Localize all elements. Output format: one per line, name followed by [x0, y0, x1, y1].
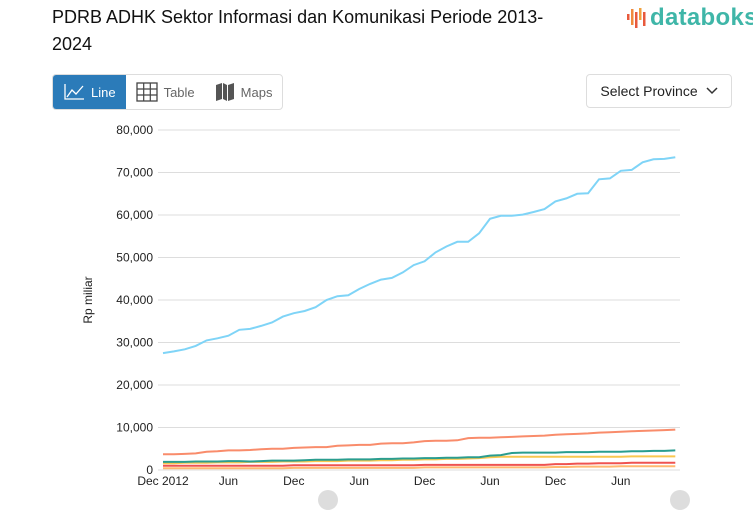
scroll-left-handle[interactable] [318, 490, 338, 510]
y-tick-label: 10,000 [116, 421, 153, 435]
table-icon [135, 82, 158, 102]
databoks-logo-icon [627, 8, 646, 28]
x-tick-label: Dec [414, 474, 435, 488]
series-line-2[interactable] [163, 449, 676, 463]
tab-table[interactable]: Table [126, 75, 205, 109]
view-tabs: Line Table Maps [52, 74, 284, 110]
chart-title: PDRB ADHK Sektor Informasi dan Komunikas… [52, 7, 544, 54]
y-tick-label: 80,000 [116, 123, 153, 137]
series-line-4[interactable] [163, 461, 676, 467]
x-tick-label: Dec 2012 [137, 474, 189, 488]
y-tick-label: 40,000 [116, 293, 153, 307]
x-tick-label: Dec [283, 474, 304, 488]
x-tick-label: Jun [480, 474, 499, 488]
x-tick-label: Dec [545, 474, 566, 488]
y-tick-label: 70,000 [116, 166, 153, 180]
scroll-right-handle[interactable] [670, 490, 690, 510]
series-line-0[interactable] [162, 156, 676, 355]
tab-maps[interactable]: Maps [205, 75, 283, 109]
y-tick-label: 20,000 [116, 378, 153, 392]
chevron-down-icon [706, 87, 718, 95]
x-tick-label: Jun [219, 474, 238, 488]
series-line-5[interactable] [163, 465, 676, 470]
y-tick-label: 0 [146, 463, 153, 477]
y-tick-label: 50,000 [116, 251, 153, 265]
x-tick-label: Jun [611, 474, 630, 488]
province-select[interactable]: Select Province [586, 74, 732, 108]
line-chart: 0 10,000 20,000 30,000 40,000 50,000 60,000 70,… [81, 123, 680, 488]
series-line-1[interactable] [163, 428, 676, 456]
x-tick-label: Jun [350, 474, 369, 488]
line-chart-icon [64, 84, 84, 100]
y-tick-label: 30,000 [116, 336, 153, 350]
tab-line[interactable]: Line [53, 75, 126, 109]
y-axis-label: Rp miliar [81, 276, 95, 323]
map-icon [215, 83, 234, 101]
y-tick-label: 60,000 [116, 208, 153, 222]
databoks-logo: databoks [626, 4, 753, 32]
